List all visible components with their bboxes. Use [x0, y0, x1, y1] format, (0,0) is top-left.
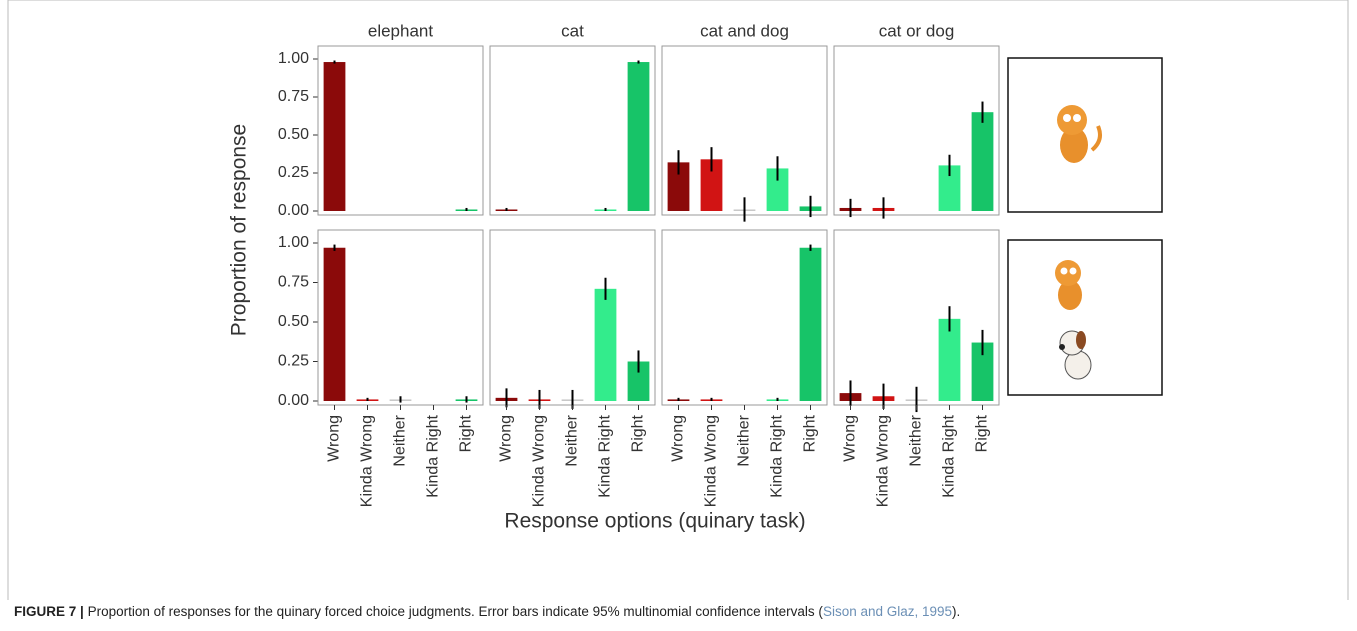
y-tick-label: 0.75 — [278, 274, 309, 291]
x-tick-label: Kinda Wrong — [531, 415, 548, 507]
stimulus-cat — [1007, 57, 1163, 213]
y-tick-label: 0.25 — [278, 353, 309, 370]
x-tick-label: Right — [974, 414, 991, 452]
bar — [323, 62, 346, 211]
x-tick-label: Wrong — [326, 415, 343, 462]
x-tick-label: Wrong — [498, 415, 515, 462]
bar — [700, 159, 723, 211]
x-tick-label: Neither — [564, 414, 581, 466]
bar — [799, 247, 822, 401]
panel — [661, 229, 828, 406]
y-axis-label: Proportion of response — [228, 124, 251, 336]
bar — [938, 318, 961, 401]
y-tick-label: 0.50 — [278, 126, 309, 143]
facet-title: cat or dog — [879, 21, 955, 40]
y-tick-label: 1.00 — [278, 50, 309, 67]
panel — [833, 45, 1000, 216]
bar — [971, 342, 994, 401]
bar — [938, 165, 961, 211]
caption-text: Proportion of responses for the quinary … — [87, 604, 823, 619]
x-tick-label: Kinda Right — [425, 414, 442, 497]
x-tick-label: Kinda Right — [597, 414, 614, 497]
x-tick-label: Right — [802, 414, 819, 452]
x-tick-label: Kinda Wrong — [359, 415, 376, 507]
y-tick-label: 0.50 — [278, 313, 309, 330]
x-tick-label: Wrong — [842, 415, 859, 462]
y-tick-label: 0.75 — [278, 88, 309, 105]
facet-title: elephant — [368, 21, 434, 40]
bar — [594, 288, 617, 401]
panel — [317, 45, 484, 216]
x-tick-label: Right — [630, 414, 647, 452]
citation[interactable]: Sison and Glaz, 1995 — [822, 604, 953, 619]
x-tick-label: Kinda Right — [769, 414, 786, 497]
facet-title: cat — [561, 21, 584, 40]
bar — [667, 162, 690, 211]
bar — [971, 112, 994, 211]
caption-end: ). — [952, 604, 961, 619]
x-axis-label: Response options (quinary task) — [504, 510, 805, 533]
x-tick-label: Wrong — [670, 415, 687, 462]
y-tick-label: 0.25 — [278, 164, 309, 181]
x-tick-label: Neither — [736, 414, 753, 466]
x-tick-label: Neither — [392, 414, 409, 466]
caption-label: FIGURE 7 | — [14, 604, 84, 619]
y-tick-label: 0.00 — [278, 392, 309, 409]
facet-title: cat and dog — [700, 21, 789, 40]
x-tick-label: Right — [458, 414, 475, 452]
panel — [661, 45, 828, 216]
y-tick-label: 1.00 — [278, 234, 309, 251]
chart: Proportion of response Response options … — [7, 0, 1349, 600]
panel — [489, 229, 656, 406]
bar — [323, 247, 346, 401]
caption: FIGURE 7 | Proportion of responses for t… — [14, 604, 1344, 619]
bar — [766, 168, 789, 211]
stimulus-cat-and-dog — [1007, 239, 1163, 396]
bar — [627, 62, 650, 211]
x-tick-label: Kinda Wrong — [703, 415, 720, 507]
panel — [833, 229, 1000, 406]
x-tick-label: Kinda Wrong — [875, 415, 892, 507]
x-tick-label: Kinda Right — [941, 414, 958, 497]
bar — [627, 361, 650, 401]
x-tick-label: Neither — [908, 414, 925, 466]
y-tick-label: 0.00 — [278, 202, 309, 219]
figure-frame — [7, 0, 1349, 600]
panel — [489, 45, 656, 216]
